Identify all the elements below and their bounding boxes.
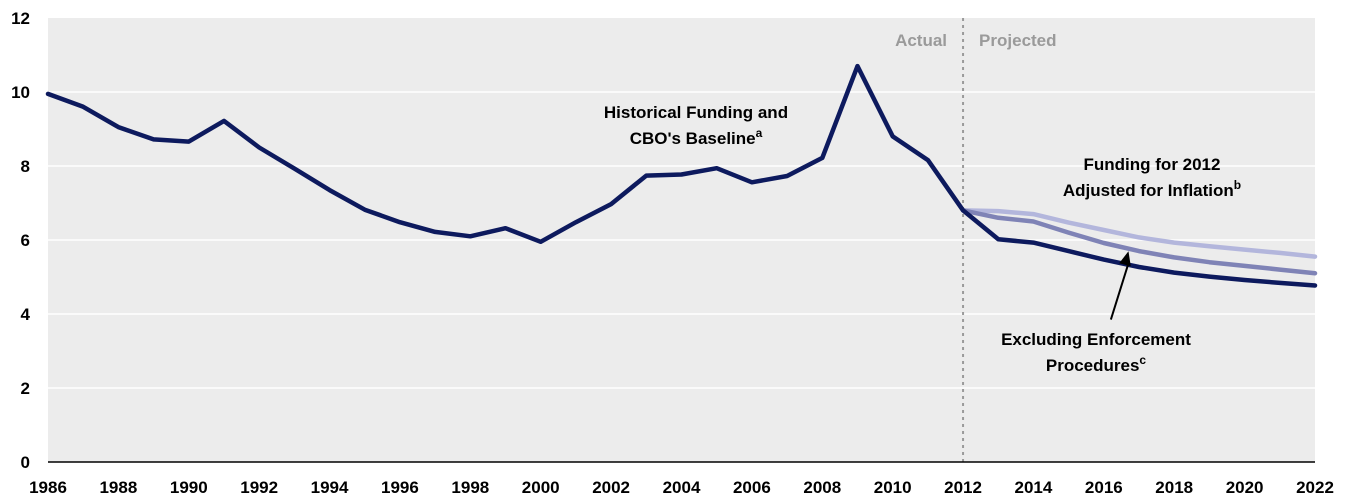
- x-tick-label: 2008: [803, 478, 841, 497]
- y-tick-label: 4: [21, 305, 31, 324]
- series-line-excluding: [960, 208, 1318, 276]
- x-tick-label: 1986: [29, 478, 67, 497]
- annotation-inflation-line-1: Funding for 2012: [1084, 155, 1221, 174]
- actual-label: Actual: [895, 31, 947, 50]
- annotation-baseline-line-2: CBO's Baselinea: [630, 126, 763, 148]
- x-tick-label: 2002: [592, 478, 630, 497]
- x-tick-label: 1990: [170, 478, 208, 497]
- x-tick-label: 2010: [874, 478, 912, 497]
- series-line-baseline: [45, 63, 1318, 288]
- x-tick-label: 1996: [381, 478, 419, 497]
- y-tick-label: 8: [21, 157, 30, 176]
- x-tick-label: 2006: [733, 478, 771, 497]
- x-axis: 1986 1988 1990 1992 1994 1996 1998 2000 2002 2004…: [29, 478, 1334, 497]
- y-tick-label: 12: [11, 9, 30, 28]
- x-tick-label: 1998: [451, 478, 489, 497]
- projected-label: Projected: [979, 31, 1056, 50]
- annotation-excluding-line-1: Excluding Enforcement: [1001, 330, 1191, 349]
- y-tick-label: 2: [21, 379, 30, 398]
- x-tick-label: 2012: [944, 478, 982, 497]
- x-tick-label: 1992: [240, 478, 278, 497]
- annotation-baseline-line-1: Historical Funding and: [604, 103, 788, 122]
- annotation-baseline-superscript: a: [756, 126, 763, 140]
- annotation-inflation-superscript: b: [1234, 178, 1241, 192]
- series-line-inflation: [960, 208, 1318, 259]
- x-tick-label: 2020: [1226, 478, 1264, 497]
- annotation-excluding-superscript: c: [1139, 353, 1146, 367]
- annotations: Historical Funding and CBO's Baselinea Fun…: [604, 103, 1241, 375]
- gridlines: [48, 91, 1315, 389]
- x-tick-label: 2000: [522, 478, 560, 497]
- x-tick-label: 2016: [1085, 478, 1123, 497]
- y-tick-label: 0: [21, 453, 30, 472]
- y-tick-label: 6: [21, 231, 30, 250]
- annotation-inflation-line-2: Adjusted for Inflationb: [1063, 178, 1241, 200]
- x-tick-label: 1988: [99, 478, 137, 497]
- x-tick-label: 1994: [311, 478, 349, 497]
- y-axis: 0 2 4 6 8 10 12: [11, 9, 30, 472]
- annotation-excluding-line-2: Proceduresc: [1046, 353, 1147, 375]
- series-lines: [45, 63, 1318, 288]
- excluding-arrow: [1109, 262, 1130, 320]
- x-tick-label: 2022: [1296, 478, 1334, 497]
- x-tick-label: 2004: [663, 478, 701, 497]
- excluding-arrow-head: [1119, 251, 1131, 267]
- y-tick-label: 10: [11, 83, 30, 102]
- x-tick-label: 2018: [1155, 478, 1193, 497]
- x-tick-label: 2014: [1015, 478, 1053, 497]
